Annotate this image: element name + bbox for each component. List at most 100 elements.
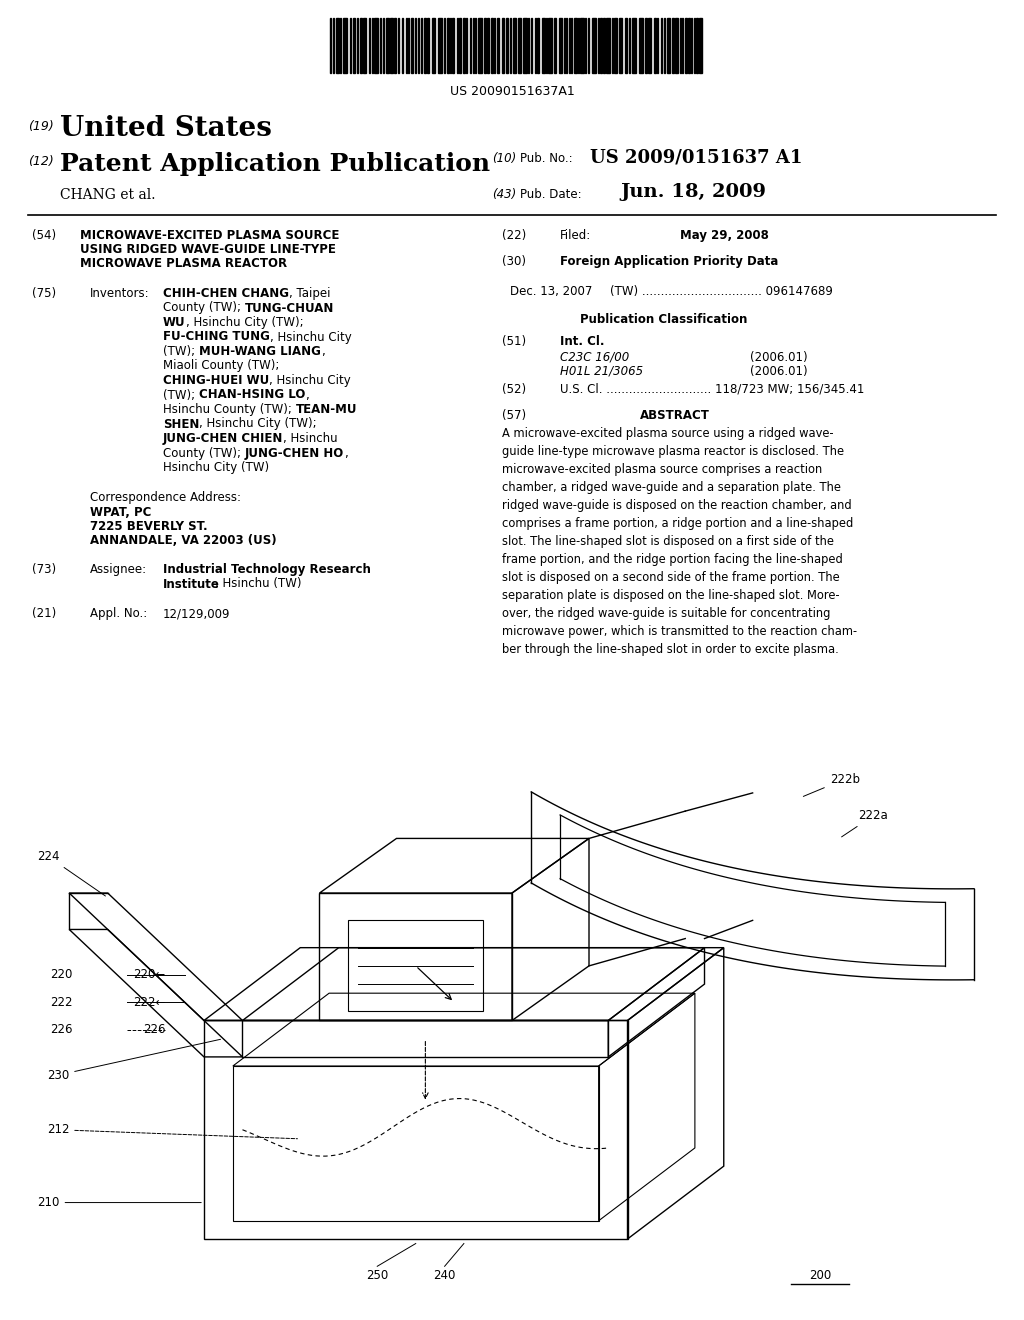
Bar	[685, 18, 687, 73]
Text: Correspondence Address:: Correspondence Address:	[90, 491, 241, 503]
Text: CHANG et al.: CHANG et al.	[60, 187, 156, 202]
Bar	[447, 18, 449, 73]
Text: 226: 226	[143, 1023, 166, 1036]
Bar	[603, 18, 605, 73]
Bar	[424, 18, 426, 73]
Text: (12): (12)	[28, 154, 53, 168]
Text: Assignee:: Assignee:	[90, 562, 147, 576]
Bar	[463, 18, 465, 73]
Text: WU: WU	[163, 315, 185, 329]
Text: , Hsinchu City (TW);: , Hsinchu City (TW);	[200, 417, 317, 430]
Text: 220: 220	[50, 969, 73, 982]
Text: (57): (57)	[502, 409, 526, 422]
Bar	[487, 18, 489, 73]
Text: May 29, 2008: May 29, 2008	[680, 228, 769, 242]
Text: ,: ,	[321, 345, 325, 358]
Text: H01L 21/3065: H01L 21/3065	[560, 366, 643, 378]
Bar	[548, 18, 552, 73]
Text: Hsinchu County (TW);: Hsinchu County (TW);	[163, 403, 296, 416]
Text: Filed:: Filed:	[560, 228, 591, 242]
Text: US 20090151637A1: US 20090151637A1	[450, 84, 574, 98]
Text: Industrial Technology Research: Industrial Technology Research	[163, 562, 371, 576]
Bar	[452, 18, 454, 73]
Text: MICROWAVE PLASMA REACTOR: MICROWAVE PLASMA REACTOR	[80, 257, 287, 271]
Text: 250: 250	[367, 1269, 388, 1282]
Bar	[502, 18, 504, 73]
Bar	[386, 18, 389, 73]
Bar	[432, 18, 435, 73]
Bar	[696, 18, 698, 73]
Text: US 2009/0151637 A1: US 2009/0151637 A1	[590, 148, 803, 166]
Bar	[353, 18, 355, 73]
Text: , Taipei: , Taipei	[289, 286, 331, 300]
Text: 222←: 222←	[133, 995, 166, 1008]
Text: , Hsinchu City: , Hsinchu City	[269, 374, 351, 387]
Text: Miaoli County (TW);: Miaoli County (TW);	[163, 359, 280, 372]
Text: (30): (30)	[502, 255, 526, 268]
Text: United States: United States	[60, 115, 272, 143]
Text: (19): (19)	[28, 120, 53, 133]
Bar	[645, 18, 647, 73]
Bar	[427, 18, 429, 73]
Text: MUH-WANG LIANG: MUH-WANG LIANG	[199, 345, 321, 358]
Bar	[518, 18, 521, 73]
Text: TEAN-MU: TEAN-MU	[296, 403, 357, 416]
Bar	[614, 18, 617, 73]
Bar	[343, 18, 347, 73]
Text: (2006.01): (2006.01)	[750, 351, 808, 364]
Bar	[394, 18, 396, 73]
Text: CHIH-CHEN CHANG: CHIH-CHEN CHANG	[163, 286, 289, 300]
Text: Jun. 18, 2009: Jun. 18, 2009	[620, 183, 766, 201]
Text: CHAN-HSING LO: CHAN-HSING LO	[199, 388, 305, 401]
Text: 200: 200	[809, 1269, 831, 1282]
Bar	[506, 18, 508, 73]
Text: 222a: 222a	[842, 809, 888, 837]
Bar	[632, 18, 636, 73]
Text: 220←: 220←	[133, 969, 166, 982]
Text: SHEN: SHEN	[163, 417, 200, 430]
Text: ,: ,	[305, 388, 309, 401]
Text: Pub. Date:: Pub. Date:	[520, 187, 582, 201]
Text: USING RIDGED WAVE-GUIDE LINE-TYPE: USING RIDGED WAVE-GUIDE LINE-TYPE	[80, 243, 336, 256]
Bar	[648, 18, 651, 73]
Bar	[497, 18, 499, 73]
Bar	[580, 18, 584, 73]
Text: (51): (51)	[502, 335, 526, 348]
Bar	[490, 18, 493, 73]
Text: (75): (75)	[32, 286, 56, 300]
Bar	[688, 18, 690, 73]
Text: , Hsinchu: , Hsinchu	[284, 432, 338, 445]
Text: Institute: Institute	[163, 578, 220, 590]
Bar	[523, 18, 527, 73]
Text: 7225 BEVERLY ST.: 7225 BEVERLY ST.	[90, 520, 208, 532]
Text: , Hsinchu City (TW);: , Hsinchu City (TW);	[185, 315, 303, 329]
Bar	[600, 18, 602, 73]
Text: Publication Classification: Publication Classification	[580, 313, 748, 326]
Bar	[667, 18, 670, 73]
Text: JUNG-CHEN HO: JUNG-CHEN HO	[245, 446, 344, 459]
Bar	[554, 18, 556, 73]
Text: , Hsinchu (TW): , Hsinchu (TW)	[215, 578, 301, 590]
Bar	[574, 18, 577, 73]
Text: (21): (21)	[32, 607, 56, 620]
Text: (22): (22)	[502, 228, 526, 242]
Text: U.S. Cl. ............................ 118/723 MW; 156/345.41: U.S. Cl. ............................ 11…	[560, 383, 864, 396]
Text: (54): (54)	[32, 228, 56, 242]
Text: ABSTRACT: ABSTRACT	[640, 409, 710, 422]
Bar	[336, 18, 339, 73]
Text: County (TW);: County (TW);	[163, 301, 245, 314]
Bar	[513, 18, 516, 73]
Bar	[699, 18, 702, 73]
Text: ,: ,	[344, 446, 348, 459]
Bar	[559, 18, 562, 73]
Text: A microwave-excited plasma source using a ridged wave-
guide line-type microwave: A microwave-excited plasma source using …	[502, 426, 857, 656]
Text: (10): (10)	[492, 152, 516, 165]
Text: 222: 222	[50, 995, 73, 1008]
Text: Foreign Application Priority Data: Foreign Application Priority Data	[560, 255, 778, 268]
Bar	[537, 18, 539, 73]
Text: 222b: 222b	[804, 772, 859, 796]
Bar	[625, 18, 627, 73]
Text: WPAT, PC: WPAT, PC	[90, 506, 152, 519]
Text: (52): (52)	[502, 383, 526, 396]
Text: Hsinchu City (TW): Hsinchu City (TW)	[163, 461, 269, 474]
